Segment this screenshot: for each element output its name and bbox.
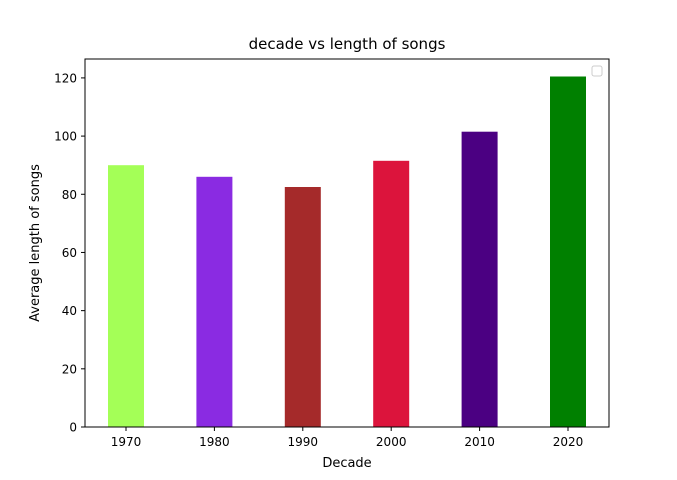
bars — [108, 76, 586, 428]
y-tick-label: 0 — [69, 421, 77, 435]
y-tick-label: 100 — [54, 130, 77, 144]
bar-2010 — [461, 131, 498, 427]
y-axis-ticks: 0 20 40 60 80 100 120 — [54, 71, 85, 435]
bar-2020 — [550, 76, 586, 427]
y-axis-label: Average length of songs — [28, 164, 43, 322]
bar-1980 — [196, 176, 233, 427]
chart-title: decade vs length of songs — [249, 35, 446, 53]
x-axis-ticks: 1970 1980 1990 2000 2010 2020 — [111, 427, 584, 449]
y-tick-label: 120 — [54, 71, 77, 85]
x-tick-label: 2010 — [464, 435, 495, 449]
x-tick-label: 1980 — [199, 435, 230, 449]
x-axis-label: Decade — [322, 456, 371, 471]
x-tick-label: 1990 — [288, 435, 319, 449]
x-tick-label: 2000 — [376, 435, 407, 449]
y-tick-label: 60 — [62, 246, 77, 260]
y-tick-label: 80 — [62, 188, 77, 202]
bar-2000 — [373, 160, 410, 428]
plot-area-frame — [84, 58, 610, 428]
legend-box — [591, 65, 603, 77]
x-tick-label: 1970 — [111, 435, 142, 449]
bar-1970 — [108, 165, 144, 427]
y-tick-label: 40 — [62, 304, 77, 318]
bar-1990 — [284, 187, 321, 427]
y-tick-label: 20 — [62, 362, 77, 376]
x-tick-label: 2020 — [553, 435, 584, 449]
